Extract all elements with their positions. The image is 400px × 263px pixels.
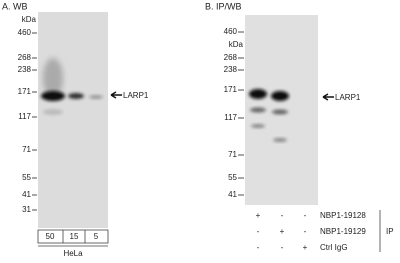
ip-cell: - bbox=[281, 243, 284, 252]
ip-cell: - bbox=[257, 227, 260, 236]
ip-cell: - bbox=[304, 211, 307, 220]
marker-label: 71 bbox=[22, 145, 31, 154]
target-label: LARP1 bbox=[335, 93, 361, 102]
marker-label: 460 bbox=[224, 27, 238, 36]
smear bbox=[43, 58, 63, 98]
sample-label: HeLa bbox=[63, 249, 83, 258]
marker-label: 71 bbox=[228, 150, 237, 159]
lane-label: 15 bbox=[70, 232, 79, 241]
marker-label: 238 bbox=[18, 65, 32, 74]
blot-a bbox=[38, 12, 108, 228]
ip-cell: - bbox=[281, 211, 284, 220]
band bbox=[89, 95, 103, 99]
marker-label: 117 bbox=[224, 113, 237, 122]
band bbox=[271, 91, 289, 101]
ip-cell: - bbox=[304, 227, 307, 236]
marker-label: 117 bbox=[18, 112, 31, 121]
lane-label: 5 bbox=[94, 232, 99, 241]
ip-cell: + bbox=[303, 243, 308, 252]
panel-a-title: A. WB bbox=[2, 1, 28, 11]
marker-label: 268 bbox=[18, 53, 32, 62]
row-label: Ctrl IgG bbox=[320, 243, 348, 252]
target-label: LARP1 bbox=[123, 91, 149, 100]
marker-label: 41 bbox=[228, 190, 237, 199]
band bbox=[251, 124, 265, 128]
lane-label: 50 bbox=[46, 232, 55, 241]
band bbox=[272, 109, 288, 115]
marker-label: 41 bbox=[22, 190, 31, 199]
ip-cell: + bbox=[256, 211, 261, 220]
band bbox=[273, 138, 287, 142]
ip-cell: + bbox=[280, 227, 285, 236]
ip-cell: - bbox=[257, 243, 260, 252]
marker-label: 238 bbox=[224, 65, 238, 74]
panel-b-title: B. IP/WB bbox=[205, 1, 242, 11]
marker-label: 171 bbox=[18, 87, 32, 96]
band bbox=[43, 109, 63, 115]
band bbox=[250, 107, 266, 113]
kda-label: kDa bbox=[229, 40, 244, 49]
band bbox=[41, 91, 65, 101]
marker-label: 55 bbox=[22, 173, 31, 182]
row-label: NBP1-19128 bbox=[320, 211, 366, 220]
row-label: NBP1-19129 bbox=[320, 227, 366, 236]
lane-box bbox=[37, 229, 109, 244]
marker-label: 460 bbox=[18, 28, 32, 37]
band bbox=[68, 93, 84, 99]
marker-label: 55 bbox=[228, 173, 237, 182]
marker-label: 171 bbox=[224, 85, 238, 94]
marker-label: 31 bbox=[22, 205, 31, 214]
ip-label: IP bbox=[386, 227, 394, 236]
band bbox=[249, 89, 267, 99]
marker-label: 268 bbox=[224, 53, 238, 62]
kda-label: kDa bbox=[22, 15, 37, 24]
